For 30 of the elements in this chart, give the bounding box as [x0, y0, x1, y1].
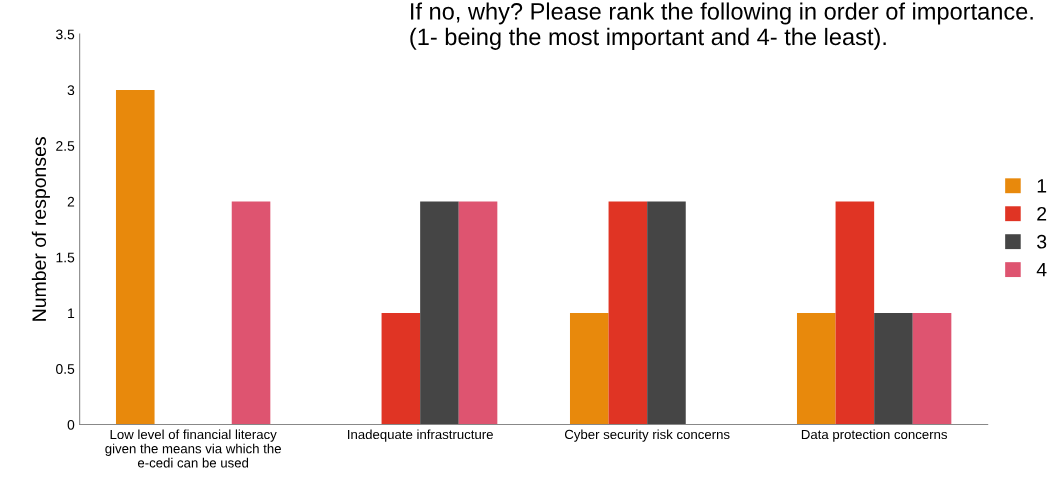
legend-label: 1 [1037, 179, 1047, 193]
x-tick-label: Data protection concerns [801, 429, 948, 442]
x-tick-label: Cyber security risk concerns [564, 429, 730, 442]
bar [647, 201, 686, 425]
bar [569, 313, 609, 425]
x-tick-label: Inadequate infrastructure [348, 429, 493, 442]
y-tick-label: 2.5 [56, 141, 75, 151]
y-axis-title: Number of responses [31, 137, 50, 321]
bar [420, 201, 459, 425]
bar [115, 89, 155, 425]
y-tick-label: 0.5 [56, 364, 75, 374]
bar [835, 201, 875, 425]
legend-label: 3 [1037, 234, 1047, 249]
bar [608, 201, 648, 425]
y-tick-label: 3 [67, 85, 75, 96]
x-tick-label: Low level of financial literacy given the means via which the e-cedi can be used [105, 429, 281, 468]
bar [231, 201, 271, 425]
y-tick-label: 2 [67, 196, 75, 207]
bar [796, 313, 836, 425]
y-tick-label: 1 [68, 308, 75, 319]
legend-label: 2 [1037, 206, 1047, 221]
y-tick-label: 1.5 [56, 252, 75, 263]
legend-label: 4 [1036, 262, 1047, 277]
bar [874, 313, 913, 425]
y-tick-label: 0 [67, 419, 75, 430]
chart-title: If no, why? Please rank the following in order of importance. (1- being the most important and 4- the least). [410, 2, 1033, 50]
y-tick-label: 3.5 [56, 29, 75, 40]
bar [458, 201, 498, 425]
bar [912, 313, 952, 425]
bar [381, 313, 421, 425]
